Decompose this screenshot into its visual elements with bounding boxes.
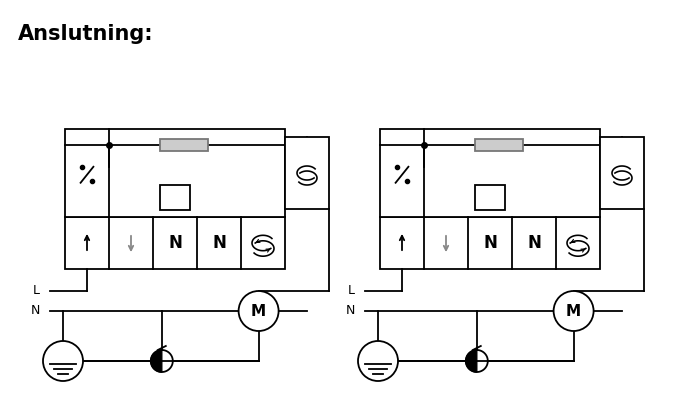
Bar <box>160 139 208 151</box>
Bar <box>475 185 505 210</box>
Text: N: N <box>212 234 226 252</box>
Bar <box>475 139 523 151</box>
Text: N: N <box>31 303 40 316</box>
Bar <box>285 137 329 209</box>
Circle shape <box>43 341 83 381</box>
Bar <box>65 217 285 269</box>
Text: L: L <box>348 284 355 297</box>
Text: M: M <box>251 303 266 318</box>
Bar <box>65 129 285 217</box>
Circle shape <box>554 291 594 331</box>
Text: N: N <box>527 234 541 252</box>
Bar <box>380 129 600 217</box>
Bar <box>380 217 600 269</box>
Bar <box>600 137 644 209</box>
Polygon shape <box>150 350 162 372</box>
Circle shape <box>239 291 279 331</box>
Text: N: N <box>483 234 497 252</box>
Polygon shape <box>466 350 477 372</box>
Text: Anslutning:: Anslutning: <box>18 24 153 44</box>
Text: N: N <box>168 234 182 252</box>
Bar <box>160 185 190 210</box>
Circle shape <box>358 341 398 381</box>
Text: M: M <box>566 303 581 318</box>
Text: L: L <box>33 284 40 297</box>
Text: N: N <box>346 303 355 316</box>
